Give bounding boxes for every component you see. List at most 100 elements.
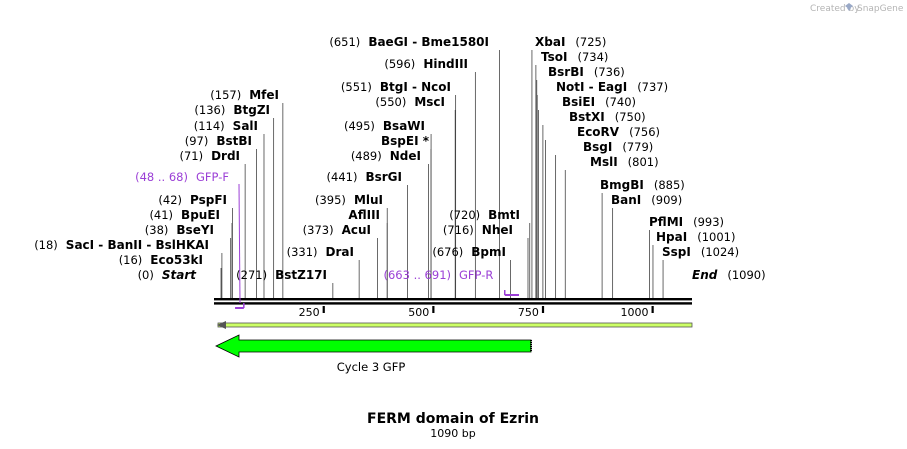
site-bstz17i[interactable]: BstZ17I (271) — [236, 268, 327, 282]
site-msli[interactable]: MslI (801) — [590, 155, 659, 169]
site-name[interactable]: HpaI — [656, 230, 687, 244]
site-name[interactable]: SalI — [233, 119, 258, 133]
site-position: (716) — [443, 223, 474, 237]
site-name[interactable]: BstBI — [216, 134, 252, 148]
site-bspei[interactable]: BspEI * — [381, 134, 430, 148]
orf-bar[interactable] — [217, 322, 693, 328]
site-bmgbi[interactable]: BmgBI (885) — [600, 178, 685, 192]
site-position: (550) — [375, 95, 406, 109]
site-hindiii[interactable]: HindIII (596) — [384, 57, 468, 71]
site-btgi-ncoi[interactable]: BtgI - NcoI (551) — [341, 80, 451, 94]
site-name[interactable]: PspFI — [190, 193, 227, 207]
site-name[interactable]: BmtI — [488, 208, 520, 222]
site-bsrgi[interactable]: BsrGI (441) — [327, 170, 402, 184]
primer-range: (48 .. 68) — [135, 170, 188, 184]
site-msci[interactable]: MscI (550) — [375, 95, 445, 109]
site-name[interactable]: BspEI * — [381, 134, 430, 148]
site-name[interactable]: MscI — [414, 95, 445, 109]
site-mfei[interactable]: MfeI (157) — [210, 88, 279, 102]
site-name[interactable]: BpmI — [471, 245, 506, 259]
site-name[interactable]: BanI — [611, 193, 641, 207]
site-afliii[interactable]: AflIII — [348, 208, 380, 222]
site-name[interactable]: NdeI — [390, 149, 421, 163]
site-nhei[interactable]: NheI (716) — [443, 223, 513, 237]
site-eco53ki[interactable]: Eco53kI (16) — [119, 253, 203, 267]
primer-gfp-f[interactable]: (48 .. 68) GFP-F — [135, 170, 245, 309]
site-bpmi[interactable]: BpmI (676) — [432, 245, 506, 259]
site-hpai[interactable]: HpaI (1001) — [656, 230, 735, 244]
site-name[interactable]: DraI — [326, 245, 354, 259]
site-acui[interactable]: AcuI (373) — [303, 223, 371, 237]
site-position: (1024) — [701, 245, 739, 259]
primer-name[interactable]: GFP-F — [196, 170, 229, 184]
site-drai[interactable]: DraI (331) — [287, 245, 354, 259]
site-drdi[interactable]: DrdI (71) — [179, 149, 240, 163]
site-name[interactable]: BsgI — [583, 140, 612, 154]
site-name[interactable]: BseYI — [176, 223, 214, 237]
site-bani[interactable]: BanI (909) — [611, 193, 682, 207]
site-name[interactable]: EcoRV — [577, 125, 620, 139]
site-name[interactable]: AflIII — [348, 208, 380, 222]
site-name[interactable]: Eco53kI — [150, 253, 203, 267]
site-noti-eagi[interactable]: NotI - EagI (737) — [556, 80, 668, 94]
site-bstbi[interactable]: BstBI (97) — [185, 134, 252, 148]
site-name[interactable]: MluI — [354, 193, 383, 207]
site-bseyi[interactable]: BseYI (38) — [145, 223, 214, 237]
site-baegi-bme1580i[interactable]: BaeGI - Bme1580I (651) — [329, 35, 489, 49]
site-name[interactable]: BstZ17I — [275, 268, 327, 282]
site-name[interactable]: BaeGI - Bme1580I — [368, 35, 489, 49]
site-name[interactable]: MfeI — [249, 88, 279, 102]
site-name[interactable]: AcuI — [342, 223, 371, 237]
site-position: (441) — [327, 170, 358, 184]
site-bstxi[interactable]: BstXI (750) — [569, 110, 646, 124]
site-name[interactable]: End — [692, 268, 718, 282]
site-sali[interactable]: SalI (114) — [194, 119, 258, 133]
site-name[interactable]: TsoI — [541, 50, 567, 64]
site-name[interactable]: BpuEI — [181, 208, 220, 222]
site-pflmi[interactable]: PflMI (993) — [649, 215, 724, 229]
site-bsgi[interactable]: BsgI (779) — [583, 140, 653, 154]
site-sspi[interactable]: SspI (1024) — [662, 245, 739, 259]
site-name[interactable]: BtgI - NcoI — [380, 80, 451, 94]
site-name[interactable]: SspI — [662, 245, 691, 259]
site-position: (909) — [651, 193, 682, 207]
cycle3-gfp-feature-arrow[interactable] — [215, 334, 532, 358]
site-name[interactable]: XbaI — [535, 35, 565, 49]
site-saci-banii-bslhkai[interactable]: SacI - BanII - BslHKAI (18) — [34, 238, 209, 252]
site-name[interactable]: BtgZI — [233, 103, 270, 117]
site-ecorv[interactable]: EcoRV (756) — [577, 125, 660, 139]
site-start[interactable]: Start (0) — [138, 268, 198, 282]
site-name[interactable]: BsiEI — [562, 95, 595, 109]
backbone-top-strand — [214, 298, 692, 301]
site-xbai[interactable]: XbaI (725) — [535, 35, 606, 49]
site-name[interactable]: DrdI — [211, 149, 240, 163]
site-name[interactable]: SacI - BanII - BslHKAI — [66, 238, 209, 252]
site-end[interactable]: End (1090) — [692, 268, 766, 282]
site-ndei[interactable]: NdeI (489) — [351, 149, 421, 163]
site-name[interactable]: BsrBI — [548, 65, 584, 79]
site-mlui[interactable]: MluI (395) — [315, 193, 383, 207]
site-name[interactable]: MslI — [590, 155, 618, 169]
site-name[interactable]: BmgBI — [600, 178, 644, 192]
site-bsrbi[interactable]: BsrBI (736) — [548, 65, 625, 79]
primer-gfp-r[interactable]: (663 .. 691) GFP-R — [384, 268, 520, 296]
site-position: (725) — [575, 35, 606, 49]
site-btgzi[interactable]: BtgZI (136) — [194, 103, 270, 117]
primer-name[interactable]: GFP-R — [459, 268, 493, 282]
site-name[interactable]: BstXI — [569, 110, 605, 124]
site-bsiei[interactable]: BsiEI (740) — [562, 95, 636, 109]
site-name[interactable]: PflMI — [649, 215, 683, 229]
site-pspfi[interactable]: PspFI (42) — [158, 193, 227, 207]
site-name[interactable]: HindIII — [423, 57, 468, 71]
site-bsawi[interactable]: BsaWI (495) — [344, 119, 425, 133]
feature-label: Cycle 3 GFP — [337, 360, 406, 374]
site-name[interactable]: NheI — [482, 223, 513, 237]
site-leader-lines — [220, 50, 664, 298]
site-tsoi[interactable]: TsoI (734) — [541, 50, 608, 64]
site-bpuei[interactable]: BpuEI (41) — [149, 208, 220, 222]
site-bmti[interactable]: BmtI (720) — [449, 208, 520, 222]
site-name[interactable]: NotI - EagI — [556, 80, 627, 94]
site-name[interactable]: BsaWI — [383, 119, 425, 133]
site-name[interactable]: BsrGI — [365, 170, 402, 184]
site-name[interactable]: Start — [162, 268, 197, 282]
